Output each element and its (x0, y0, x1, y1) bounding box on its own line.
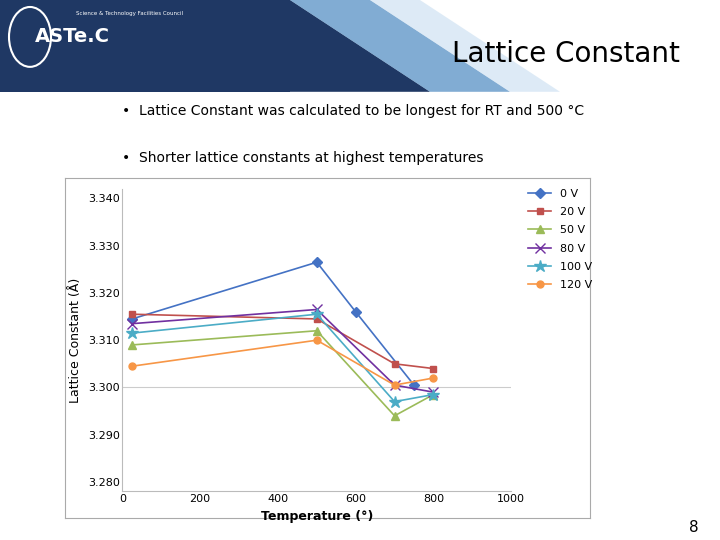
50 V (128, 342, 137, 348)
Text: Science & Technology Facilities Council: Science & Technology Facilities Council (76, 11, 184, 16)
100 V (429, 392, 438, 398)
0 V (312, 259, 321, 266)
Line: 100 V: 100 V (126, 308, 440, 408)
50 V (390, 413, 399, 419)
Polygon shape (370, 0, 560, 92)
100 V (312, 311, 321, 318)
120 V (390, 382, 399, 388)
0 V (410, 382, 418, 388)
120 V (128, 363, 137, 369)
80 V (128, 320, 137, 327)
Y-axis label: Lattice Constant (Å): Lattice Constant (Å) (69, 278, 82, 403)
0 V (351, 308, 360, 315)
100 V (390, 399, 399, 405)
Text: ASTe.C: ASTe.C (35, 28, 109, 46)
100 V (128, 330, 137, 336)
Text: •  Shorter lattice constants at highest temperatures: • Shorter lattice constants at highest t… (122, 151, 484, 165)
Text: Lattice Constant: Lattice Constant (452, 40, 680, 68)
120 V (312, 337, 321, 343)
Line: 80 V: 80 V (127, 305, 438, 397)
50 V (429, 392, 438, 398)
Line: 20 V: 20 V (129, 310, 437, 372)
80 V (390, 382, 399, 388)
Polygon shape (290, 0, 510, 92)
Line: 50 V: 50 V (128, 327, 438, 420)
Legend: 0 V, 20 V, 50 V, 80 V, 100 V, 120 V: 0 V, 20 V, 50 V, 80 V, 100 V, 120 V (528, 188, 592, 290)
120 V (429, 375, 438, 381)
Text: •  Lattice Constant was calculated to be longest for RT and 500 °C: • Lattice Constant was calculated to be … (122, 104, 585, 118)
20 V (128, 311, 137, 318)
Line: 120 V: 120 V (129, 337, 437, 389)
Bar (0, 0, 290, 92)
50 V (312, 327, 321, 334)
80 V (312, 306, 321, 313)
20 V (429, 365, 438, 372)
Text: 8: 8 (689, 519, 698, 535)
Polygon shape (0, 0, 430, 92)
0 V (128, 316, 137, 322)
Line: 0 V: 0 V (129, 259, 418, 389)
20 V (312, 316, 321, 322)
20 V (390, 361, 399, 367)
X-axis label: Temperature (°): Temperature (°) (261, 510, 373, 523)
80 V (429, 389, 438, 395)
